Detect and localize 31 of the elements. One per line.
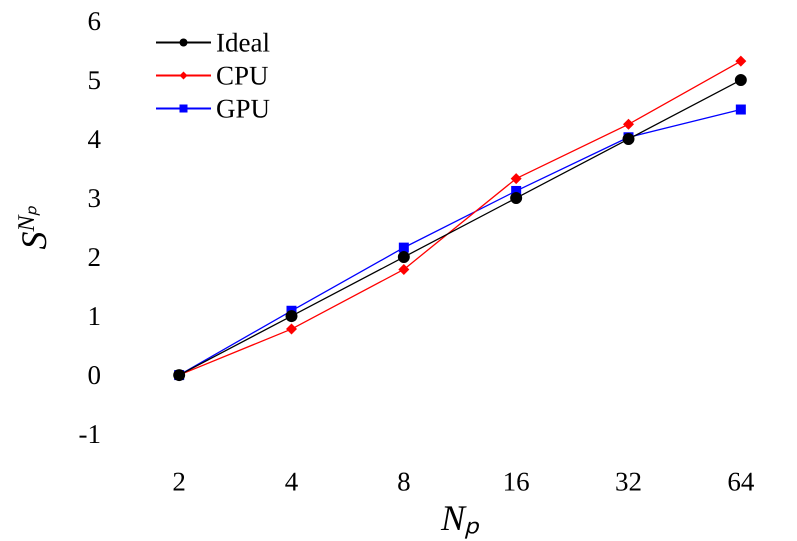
y-tick-label: 5 xyxy=(88,65,101,96)
point xyxy=(623,118,634,130)
x-tick-label: 4 xyxy=(284,466,299,497)
point xyxy=(734,74,747,86)
x-axis-title: Nₚ xyxy=(440,498,480,539)
point xyxy=(286,310,298,322)
y-tick-label: 6 xyxy=(88,6,101,36)
point xyxy=(735,56,746,67)
legend-label: Ideal xyxy=(216,28,270,58)
y-tick-label: 1 xyxy=(88,301,101,332)
y-tick-label: -1 xyxy=(78,419,101,450)
point xyxy=(736,104,746,115)
legend-label: GPU xyxy=(216,94,270,124)
point xyxy=(286,324,297,335)
x-tick-label: 8 xyxy=(397,466,411,497)
x-tick-label: 64 xyxy=(727,466,755,497)
legend-label: CPU xyxy=(216,60,269,90)
point xyxy=(398,264,410,275)
y-tick-label: 4 xyxy=(88,124,102,154)
point xyxy=(398,242,409,253)
y-tick-label: 2 xyxy=(88,242,101,272)
x-tick-label: 32 xyxy=(615,466,642,497)
point xyxy=(398,251,410,264)
x-tick-label: 2 xyxy=(172,466,186,497)
y-tick-label: 0 xyxy=(88,360,101,390)
y-tick-label: 3 xyxy=(88,183,101,214)
point xyxy=(510,173,522,184)
point xyxy=(510,192,522,204)
point xyxy=(622,133,634,146)
x-tick-label: 16 xyxy=(502,466,530,497)
y-axis-title: SNₚ xyxy=(14,206,54,250)
